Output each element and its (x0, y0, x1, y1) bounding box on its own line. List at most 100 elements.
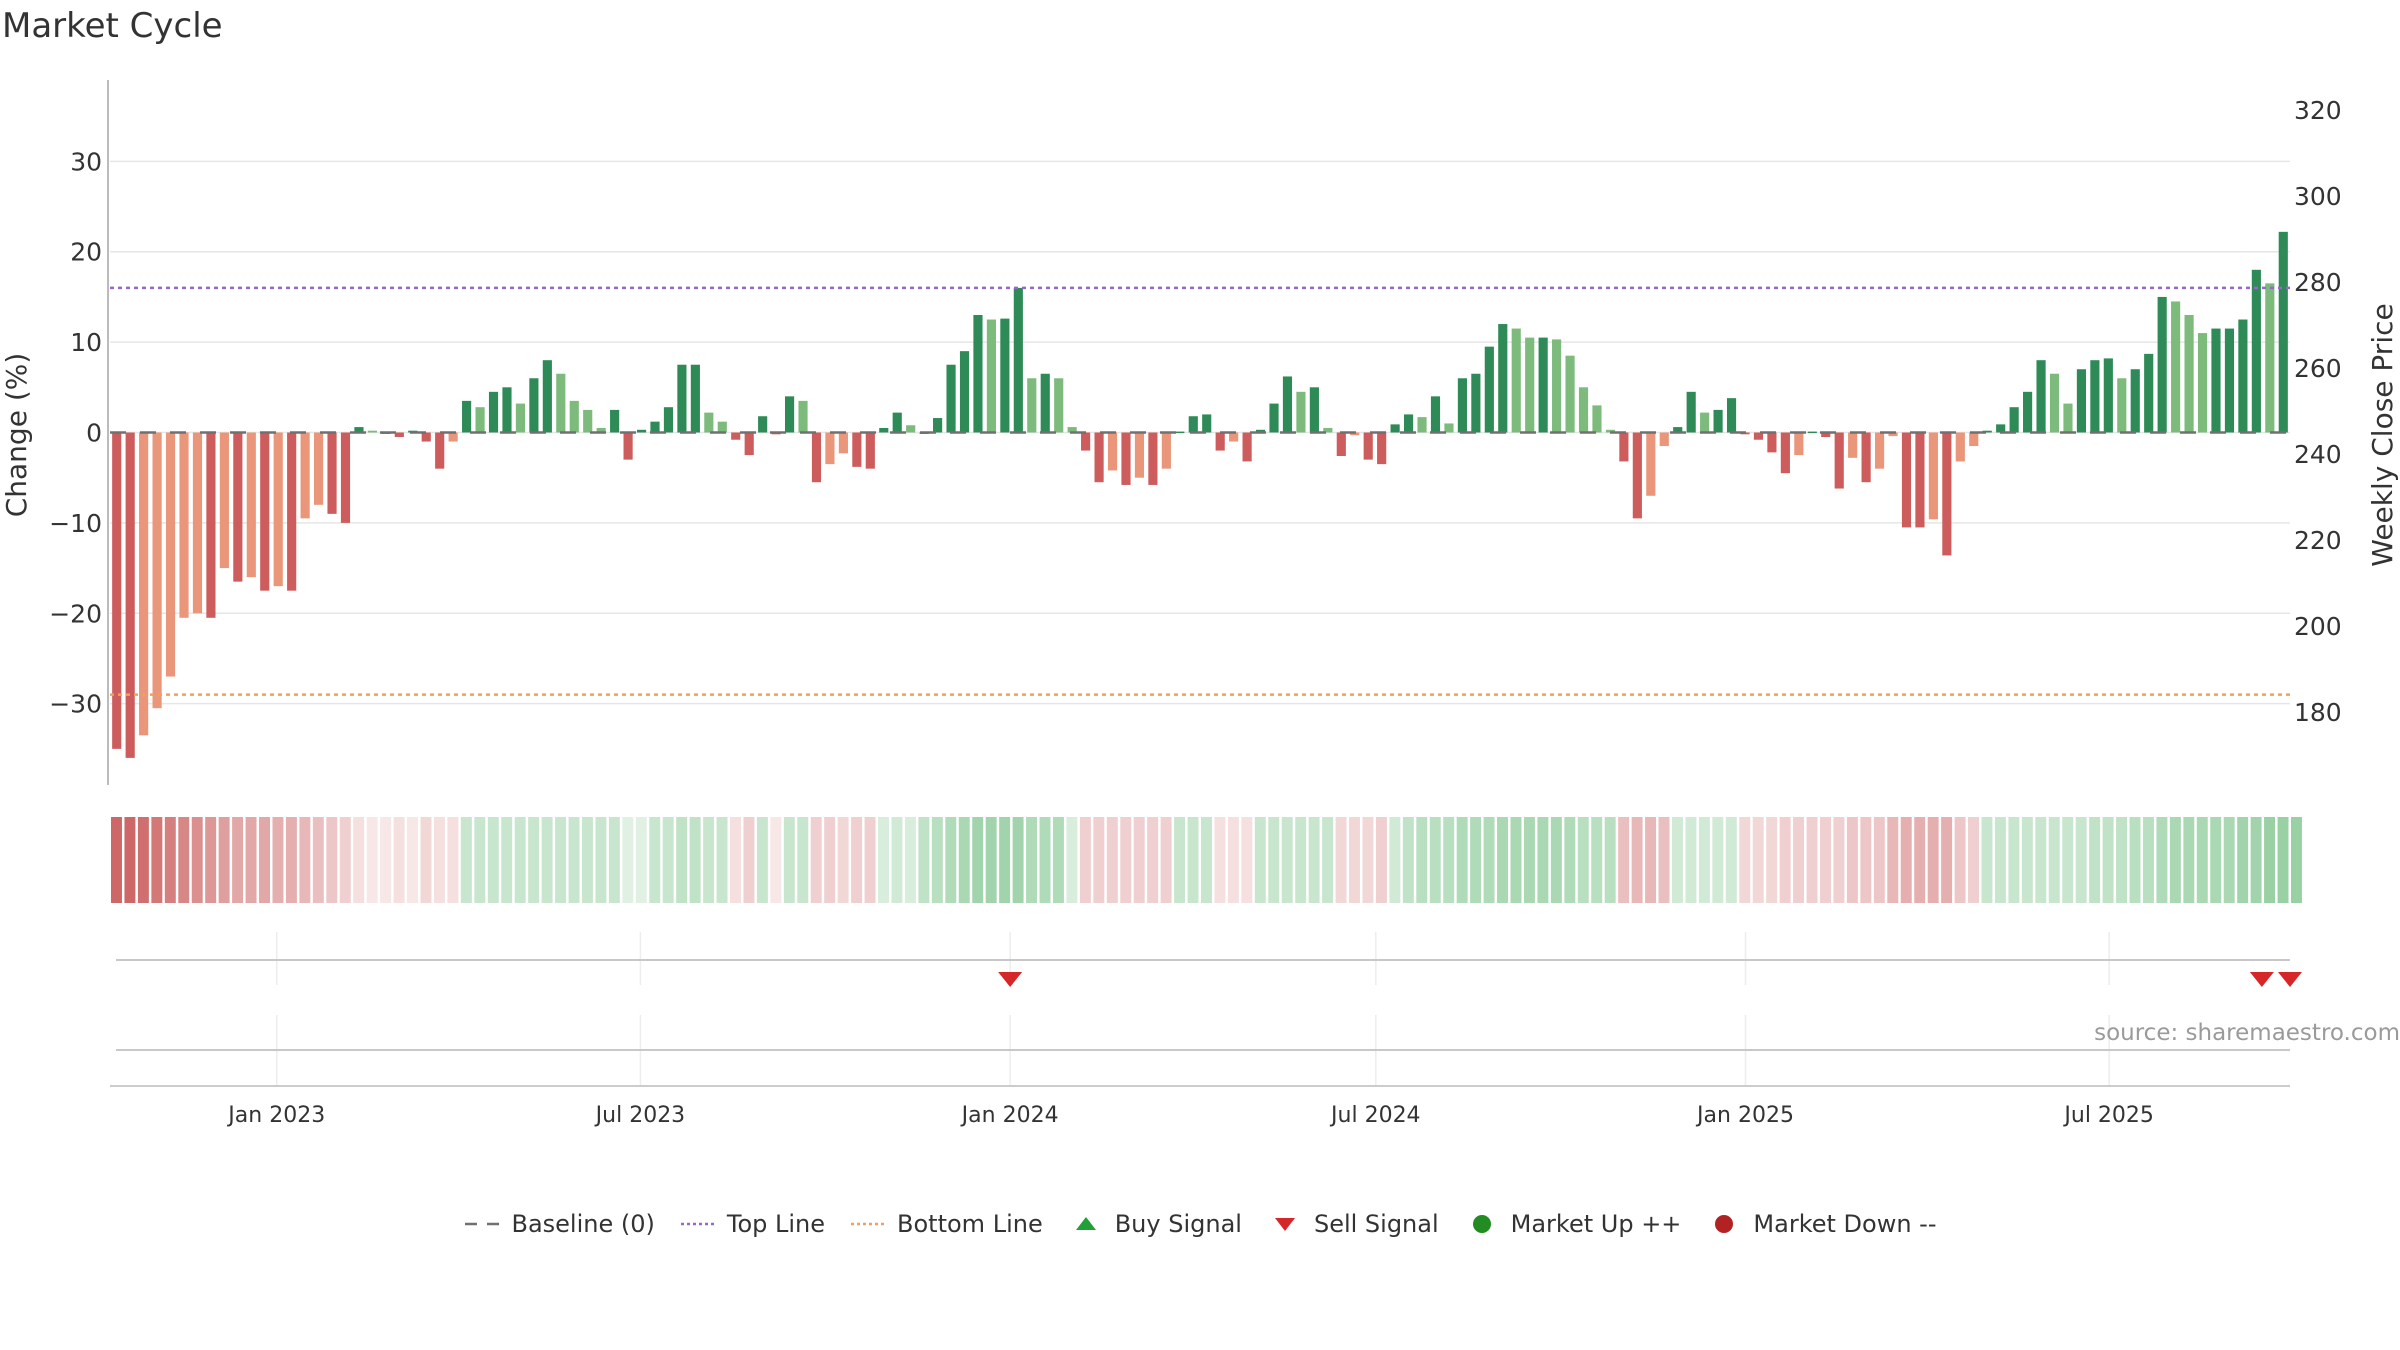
regime-cell (1106, 817, 1118, 903)
y-tick-label: −30 (49, 690, 102, 719)
signal-panel (116, 932, 2302, 1085)
regime-cell (2021, 817, 2033, 903)
change-bar (1054, 378, 1064, 433)
regime-cell (1564, 817, 1576, 903)
regime-cell (1725, 817, 1737, 903)
regime-cell (1026, 817, 1038, 903)
regime-cell (1631, 817, 1643, 903)
sell-signal-marker (2278, 972, 2302, 987)
regime-cell (151, 817, 163, 903)
change-bar (2171, 301, 2181, 433)
regime-cell (810, 817, 822, 903)
regime-cell (1120, 817, 1132, 903)
regime-cell (1066, 817, 1078, 903)
legend-label: Sell Signal (1313, 1210, 1439, 1238)
change-bar (1404, 414, 1414, 433)
legend-item-buy: Buy Signal (1067, 1210, 1242, 1238)
regime-cell (2196, 817, 2208, 903)
regime-cell (1254, 817, 1266, 903)
regime-cell (191, 817, 203, 903)
regime-cell (1429, 817, 1441, 903)
regime-cell (703, 817, 715, 903)
regime-cell (433, 817, 445, 903)
regime-cell (864, 817, 876, 903)
regime-cell (1846, 817, 1858, 903)
change-bar (1511, 328, 1521, 433)
change-bar (1686, 391, 1696, 433)
date-axis: Jan 2023 Jul 2023 Jan 2024 Jul 2024 Jan 2025… (110, 1085, 2290, 1128)
change-bar (2049, 373, 2060, 433)
change-bar (488, 391, 499, 433)
regime-cell (460, 817, 472, 903)
change-bar (2265, 283, 2275, 433)
change-bar (1888, 432, 1898, 437)
change-bar (1848, 432, 1858, 458)
regime-cell (1820, 817, 1831, 903)
change-bar (462, 400, 472, 433)
regime-cell (1887, 817, 1899, 903)
regime-cell (1443, 817, 1455, 903)
change-bar (542, 360, 552, 433)
change-bar (2238, 319, 2248, 433)
change-bar (529, 378, 539, 433)
regime-cell (1416, 817, 1428, 903)
change-bar (838, 432, 848, 454)
regime-cell (326, 817, 338, 903)
regime-cell (797, 817, 809, 903)
change-bar (300, 432, 310, 519)
regime-cell (1645, 817, 1657, 903)
change-bar (2063, 403, 2073, 433)
change-bar (206, 432, 216, 618)
change-bar (2009, 407, 2019, 433)
regime-cell (1604, 817, 1616, 903)
regime-cell (824, 817, 836, 903)
regime-cell (272, 817, 284, 903)
down-legend-icon (1715, 1215, 1734, 1233)
regime-cell (958, 817, 970, 903)
axes: 30 20 10 0 −10 −20 −30 320 300 280 260 240 220 200 180 (49, 80, 2342, 785)
regime-cell (918, 817, 930, 903)
change-bar (1390, 424, 1400, 433)
regime-cell (878, 817, 889, 903)
regime-cell (1954, 817, 1966, 903)
change-bar (1578, 387, 1589, 433)
regime-cell (1483, 817, 1495, 903)
x-tick-label: Jan 2025 (1695, 1103, 1794, 1128)
change-bar (1255, 429, 1266, 433)
change-bar (1646, 432, 1656, 496)
regime-cell (218, 817, 230, 903)
change-bar (973, 315, 983, 433)
change-bar (1242, 432, 1252, 462)
change-bar (1619, 432, 1629, 462)
change-bar (959, 351, 970, 433)
regime-cell (1281, 817, 1293, 903)
regime-cell (1510, 817, 1522, 903)
x-tick-label: Jul 2024 (1329, 1103, 1421, 1128)
regime-cell (555, 817, 567, 903)
regime-cell (1860, 817, 1872, 903)
change-bar (663, 407, 674, 433)
change-bar (1915, 432, 1925, 528)
change-bar (354, 427, 364, 433)
regime-cell (1012, 817, 1024, 903)
regime-cell (205, 817, 217, 903)
regime-cell (1981, 817, 1993, 903)
change-bar (1874, 432, 1885, 469)
change-bar (2117, 378, 2127, 433)
change-bar (1807, 431, 1817, 434)
change-bar (1498, 324, 1508, 433)
sell-signal-marker (2249, 972, 2274, 987)
buy-legend-icon (1075, 1217, 1096, 1230)
regime-cell (1268, 817, 1280, 903)
regime-cell (2264, 817, 2276, 903)
change-bar (2076, 369, 2086, 433)
change-bar (1323, 427, 1333, 433)
regime-cell (1900, 817, 1912, 903)
y-axis-label: Change (%) (0, 353, 33, 518)
change-bar (1027, 378, 1037, 433)
regime-cell (730, 817, 741, 903)
change-bar (2090, 360, 2100, 433)
change-bar (1955, 432, 1965, 462)
regime-cell (1968, 817, 1979, 903)
regime-cell (1079, 817, 1091, 903)
